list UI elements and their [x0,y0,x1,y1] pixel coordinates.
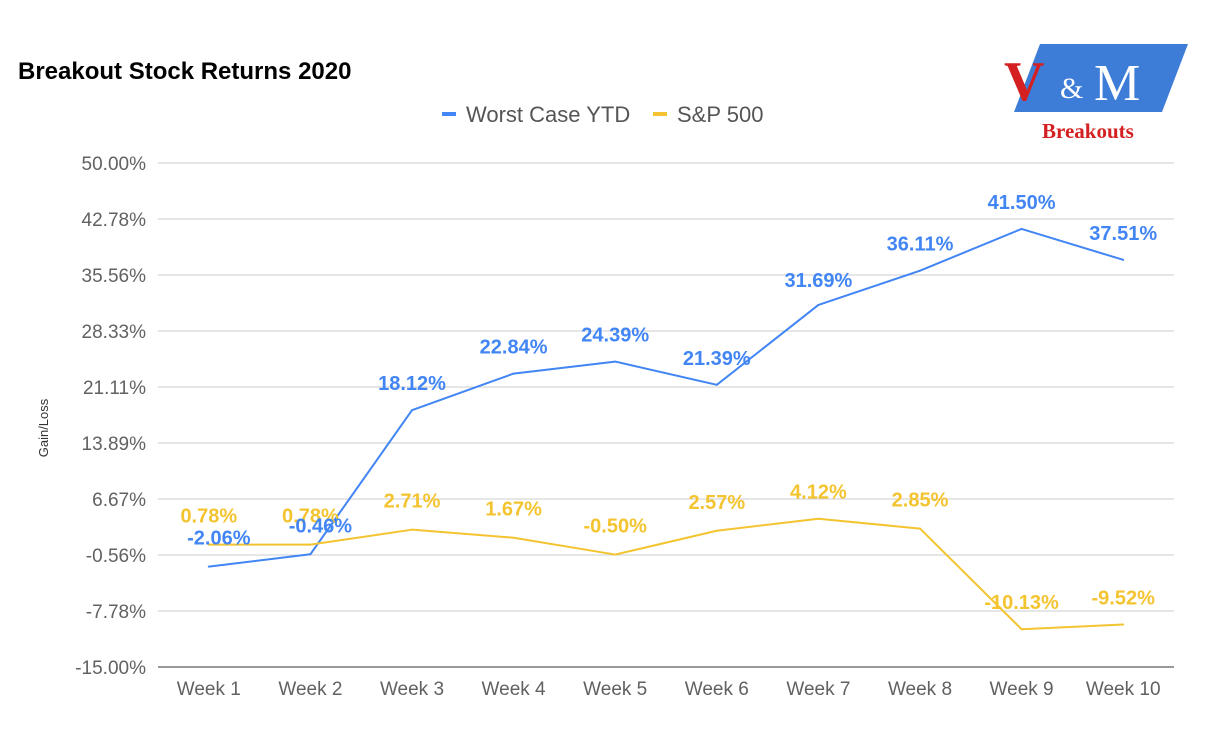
data-label: 31.69% [784,270,852,292]
x-tick-label: Week 6 [685,679,749,700]
series-lines [207,227,1125,631]
data-point [207,565,210,568]
x-axis-ticks: Week 1 Week 2 Week 3 Week 4 Week 5 Week 6 Week… [177,679,1161,700]
data-label: 18.12% [378,373,446,395]
data-point [715,383,718,386]
data-point [512,372,515,375]
data-point [207,543,210,546]
data-point [817,517,820,520]
data-point [309,543,312,546]
y-axis-ticks: 50.00% 42.78% 35.56% 28.33% 21.11% 13.89% 6.67… [75,154,146,679]
data-point [715,529,718,532]
y-tick-label: -15.00% [75,658,146,679]
data-point [614,553,617,556]
x-tick-label: Week 2 [278,679,342,700]
data-point [411,409,413,412]
legend-swatch [653,112,667,116]
y-axis-label: Gain/Loss [36,398,51,457]
data-point [1020,628,1023,631]
x-tick-label: Week 8 [888,679,952,700]
y-tick-label: 50.00% [82,154,147,175]
data-point [512,536,515,539]
data-point [817,303,820,306]
legend-entry: S&P 500 [677,102,763,127]
data-label: -9.52% [1092,588,1156,610]
y-tick-label: -0.56% [86,546,146,567]
data-label: -2.06% [187,528,251,550]
data-label: -10.13% [984,592,1059,614]
y-tick-label: 13.89% [82,434,147,455]
chart-title: Breakout Stock Returns 2020 [18,58,352,85]
data-point [1122,258,1125,261]
y-tick-label: -7.78% [86,602,146,623]
data-label: 2.85% [892,490,949,512]
data-point [309,553,312,556]
logo-letter-m: M [1094,55,1140,112]
y-tick-label: 28.33% [82,322,147,343]
logo-letter-v: V [1004,51,1044,113]
logo-tagline: Breakouts [1042,119,1134,142]
vm-breakouts-logo: V & M Breakouts [1004,44,1188,142]
data-point [919,527,921,530]
x-tick-label: Week 5 [583,679,647,700]
data-point [614,360,617,363]
data-label: -0.50% [584,516,648,538]
data-point [411,528,413,531]
data-point [919,269,921,272]
series-line [208,227,1124,568]
data-label: -0.46% [289,515,353,537]
data-point [1122,623,1125,626]
y-tick-label: 21.11% [83,378,146,399]
legend: Worst Case YTD S&P 500 [442,102,763,127]
x-tick-label: Week 10 [1086,679,1161,700]
data-label: 41.50% [988,192,1056,214]
x-tick-label: Week 3 [380,679,444,700]
series-line [208,517,1124,631]
data-label: 1.67% [485,499,542,521]
data-label: 22.84% [480,337,548,359]
y-tick-label: 6.67% [92,490,146,511]
gridlines [158,162,1174,668]
y-tick-label: 35.56% [82,266,147,287]
logo-banner [1014,44,1188,112]
x-tick-label: Week 7 [786,679,850,700]
data-label: 37.51% [1089,223,1157,245]
x-tick-label: Week 4 [482,679,547,700]
data-label: 0.78% [282,506,339,528]
legend-swatch [442,112,456,116]
data-label: 36.11% [887,234,954,256]
data-label: 21.39% [683,348,751,370]
legend-entry: Worst Case YTD [466,102,630,127]
x-tick-label: Week 9 [990,679,1054,700]
data-label: 2.57% [688,492,745,514]
data-label: 24.39% [581,325,649,347]
data-label: 0.78% [180,506,237,528]
y-tick-label: 42.78% [82,210,147,231]
x-tick-label: Week 1 [177,679,241,700]
data-labels: 0.78% 0.78% 2.71% 1.67% -0.50% 2.57% 4.12% 2.85… [180,192,1157,614]
logo-ampersand: & [1060,72,1083,105]
data-point [1020,227,1023,230]
data-label: 2.71% [384,491,441,513]
data-label: 4.12% [790,482,847,504]
